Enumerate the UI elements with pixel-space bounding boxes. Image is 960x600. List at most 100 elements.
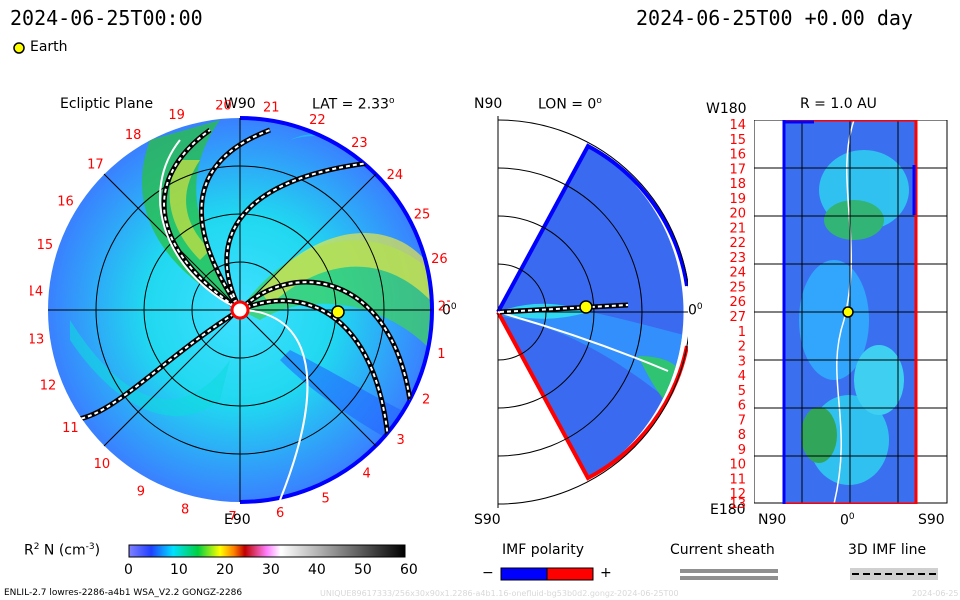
rmap-y-tick-label: 15: [729, 133, 746, 148]
ecliptic-rotation-label: 24: [387, 168, 404, 183]
ecliptic-rotation-label: 17: [87, 157, 104, 172]
ecliptic-rotation-label: 14: [30, 285, 43, 300]
rmap-y-tick-label: 7: [738, 413, 746, 428]
colorbar-ticks: 0 10 20 30 40 50 60: [122, 562, 422, 582]
rmap-top-left: W180: [706, 101, 747, 117]
ecliptic-right-label: 00: [442, 302, 457, 319]
imf-line-title: 3D IMF line: [848, 542, 927, 558]
rmap-y-tick-label: 10: [729, 458, 746, 473]
sun-marker: [230, 300, 250, 320]
imf-polarity-bar: [500, 567, 594, 581]
rmap-x-right: S90: [918, 512, 945, 528]
ecliptic-rotation-label: 9: [137, 485, 145, 500]
header-time-right: 2024-06-25T00 +0.00 day: [636, 6, 913, 30]
rmap-y-tick-label: 22: [729, 236, 746, 251]
ecliptic-rotation-label: 18: [125, 128, 142, 143]
ecliptic-rotation-label: 5: [322, 491, 330, 506]
meridional-earth-marker: [579, 300, 593, 314]
ecliptic-title: Ecliptic Plane: [60, 96, 154, 112]
rmap-title: R = 1.0 AU: [800, 96, 877, 112]
imf-minus-sign: −: [482, 565, 494, 581]
rmap-y-tick-label: 20: [729, 207, 746, 222]
rmap-y-tick-label: 9: [738, 443, 746, 458]
rmap-y-tick-label: 18: [729, 177, 746, 192]
ecliptic-rotation-labels: 2021222324252627123456789101112131415161…: [30, 100, 450, 520]
colorbar-tick-label: 0: [124, 562, 133, 578]
rmap-y-tick-label: 1: [738, 325, 746, 340]
colorbar-tick-label: 50: [354, 562, 372, 578]
rmap-y-tick-label: 5: [738, 384, 746, 399]
colorbar: [128, 544, 406, 558]
colorbar-tick-label: 30: [262, 562, 280, 578]
rmap-y-tick-label: 3: [738, 354, 746, 369]
rmap-y-tick-label: 25: [729, 281, 746, 296]
ecliptic-rotation-label: 8: [181, 503, 189, 518]
ecliptic-rotation-label: 21: [263, 100, 280, 115]
current-sheath-icon: [680, 569, 778, 580]
rmap-y-tick-label: 19: [729, 192, 746, 207]
rmap-y-tick-label: 4: [738, 369, 746, 384]
rmap-y-tick-label: 26: [729, 295, 746, 310]
ecliptic-rotation-label: 7: [228, 510, 236, 520]
ecliptic-rotation-label: 3: [397, 433, 405, 448]
ecliptic-bottom-label: E90: [224, 512, 251, 528]
ecliptic-rotation-label: 12: [40, 379, 57, 394]
ecliptic-rotation-label: 16: [57, 195, 74, 210]
ecliptic-rotation-label: 6: [276, 506, 284, 520]
rmap-y-tick-label: 17: [729, 162, 746, 177]
rmap-y-tick-label: 13: [729, 497, 746, 510]
header-time-left: 2024-06-25T00:00: [10, 6, 203, 30]
rmap-bottom-left: E180: [710, 502, 746, 518]
ecliptic-rotation-label: 13: [30, 332, 44, 347]
ecliptic-rotation-label: 2: [422, 392, 430, 407]
meridional-lon-label: LON = 0o: [538, 96, 602, 113]
rmap-y-tick-label: 12: [729, 487, 746, 502]
ecliptic-top-label: W90: [224, 96, 256, 112]
ecliptic-rotation-label: 1: [437, 347, 445, 362]
meridional-bottom-label: S90: [474, 512, 501, 528]
rmap-y-tick-label: 8: [738, 428, 746, 443]
ecliptic-rotation-label: 20: [215, 100, 232, 114]
colorbar-label: R2 N (cm-3): [24, 542, 101, 559]
current-sheath-title: Current sheath: [670, 542, 775, 558]
rmap-y-tick-label: 24: [729, 266, 746, 281]
imf-line-icon: [850, 568, 938, 580]
earth-legend-label: Earth: [30, 39, 68, 55]
colorbar-tick-label: 20: [216, 562, 234, 578]
meridional-top-label: N90: [474, 96, 503, 112]
rmap-plot: [754, 120, 948, 504]
ecliptic-rotation-label: 22: [309, 113, 326, 128]
ecliptic-lat-label: LAT = 2.33o: [312, 96, 395, 113]
ecliptic-rotation-label: 26: [431, 252, 448, 267]
colorbar-tick-label: 40: [308, 562, 326, 578]
ecliptic-rotation-label: 19: [168, 108, 185, 123]
rmap-y-tick-label: 14: [729, 118, 746, 133]
rmap-y-tick-label: 23: [729, 251, 746, 266]
rmap-y-tick-label: 16: [729, 148, 746, 163]
ecliptic-rotation-label: 4: [362, 467, 370, 482]
rmap-y-tick-label: 21: [729, 221, 746, 236]
earth-legend-icon: [13, 42, 25, 54]
rmap-y-tick-label: 11: [729, 473, 746, 488]
footer-date: 2024-06-25: [912, 589, 959, 598]
meridional-right-label: 00: [688, 302, 703, 319]
rmap-y-tick-label: 2: [738, 340, 746, 355]
rmap-x-mid: 00: [840, 512, 855, 529]
footer-run-id: UNIQUE89617333/256x30x90x1.2286-a4b1.16-…: [320, 589, 679, 598]
ecliptic-rotation-label: 25: [414, 208, 431, 223]
rmap-x-left: N90: [758, 512, 787, 528]
rmap-y-tick-label: 6: [738, 399, 746, 414]
footer-model-info: ENLIL-2.7 lowres-2286-a4b1 WSA_V2.2 GONG…: [4, 588, 243, 598]
rmap-earth-marker: [842, 306, 854, 318]
imf-plus-sign: +: [600, 565, 612, 581]
ecliptic-rotation-label: 11: [62, 421, 79, 436]
ecliptic-earth-marker: [331, 305, 345, 319]
colorbar-tick-label: 60: [400, 562, 418, 578]
rmap-y-tick-label: 27: [729, 310, 746, 325]
ecliptic-rotation-label: 27: [438, 300, 450, 315]
ecliptic-rotation-label: 15: [37, 238, 54, 253]
imf-polarity-title: IMF polarity: [502, 542, 585, 558]
ecliptic-rotation-label: 23: [351, 136, 368, 151]
meridional-plot: [496, 116, 688, 508]
rmap-y-axis: 1415161718192021222324252627123456789101…: [729, 118, 746, 510]
